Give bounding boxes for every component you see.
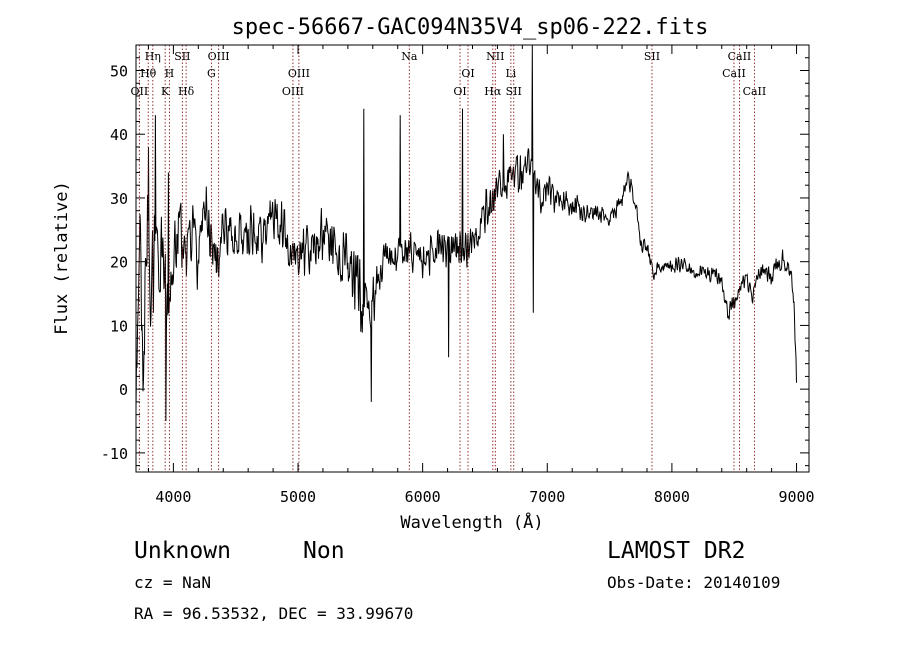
line-markers: Hη Hθ OII HK SII Hδ OIII G OIII OIII Na OI OI NII HαLi…: [131, 45, 767, 472]
line-marker-label: CaII: [722, 67, 746, 80]
object-subclass: Non: [303, 538, 345, 564]
line-marker-label: G: [207, 67, 216, 80]
line-marker-label: Na: [401, 50, 418, 63]
line-marker-label: SII: [644, 50, 660, 63]
x-tick-label: 7000: [529, 488, 565, 506]
observation-date: Obs-Date: 20140109: [607, 573, 781, 592]
axes: [135, 44, 810, 473]
line-marker-label: OIII: [282, 85, 304, 98]
chart-title: spec-56667-GAC094N35V4_sp06-222.fits: [232, 15, 709, 40]
line-marker-label: SII: [174, 50, 190, 63]
survey-name: LAMOST DR2: [607, 538, 746, 564]
x-axis-label: Wavelength (Å): [400, 511, 543, 533]
line-marker-label: Li: [505, 67, 516, 80]
redshift-cz: cz = NaN: [134, 573, 212, 592]
y-tick-label: 50: [110, 62, 128, 80]
spectrum-layer: [135, 44, 797, 422]
x-tick-label: 5000: [280, 488, 316, 506]
line-marker-label: H: [165, 67, 175, 80]
line-marker-label: K: [161, 85, 170, 98]
line-marker-label: OIII: [208, 50, 230, 63]
line-marker-label: CaII: [743, 85, 767, 98]
line-marker-label: OIII: [288, 67, 310, 80]
y-tick-label: 0: [119, 381, 128, 399]
spectrum-line: [135, 44, 797, 422]
y-tick-label: 40: [110, 126, 128, 144]
x-tick-label: 9000: [778, 488, 814, 506]
line-marker-label: OII: [131, 85, 149, 98]
y-axis-label: Flux (relative): [52, 181, 72, 335]
ra-dec-coordinates: RA = 96.53532, DEC = 33.99670: [134, 604, 414, 623]
x-tick-label: 4000: [155, 488, 191, 506]
object-class: Unknown: [134, 538, 231, 564]
line-marker-label: SII: [506, 85, 522, 98]
plot-frame: [135, 44, 810, 473]
line-marker-label: Hδ: [178, 85, 195, 98]
y-tick-label: 20: [110, 254, 128, 272]
line-marker-label: NII: [486, 50, 504, 63]
line-marker-label: OI: [461, 67, 474, 80]
x-tick-label: 6000: [405, 488, 441, 506]
y-tick-label: -10: [101, 445, 128, 463]
y-tick-label: 30: [110, 190, 128, 208]
y-tick-label: 10: [110, 317, 128, 335]
line-marker-label: Hη: [145, 50, 161, 63]
line-marker-label: OI: [453, 85, 466, 98]
line-marker-label: Hα: [484, 85, 502, 98]
line-marker-label: CaII: [728, 50, 752, 63]
x-tick-label: 8000: [654, 488, 690, 506]
x-ticks: 4000 5000 6000 7000 8000 9000: [147, 45, 815, 506]
y-ticks: -10 0 10 20 30 40 50: [101, 44, 809, 467]
line-marker-label: Hθ: [140, 67, 157, 80]
